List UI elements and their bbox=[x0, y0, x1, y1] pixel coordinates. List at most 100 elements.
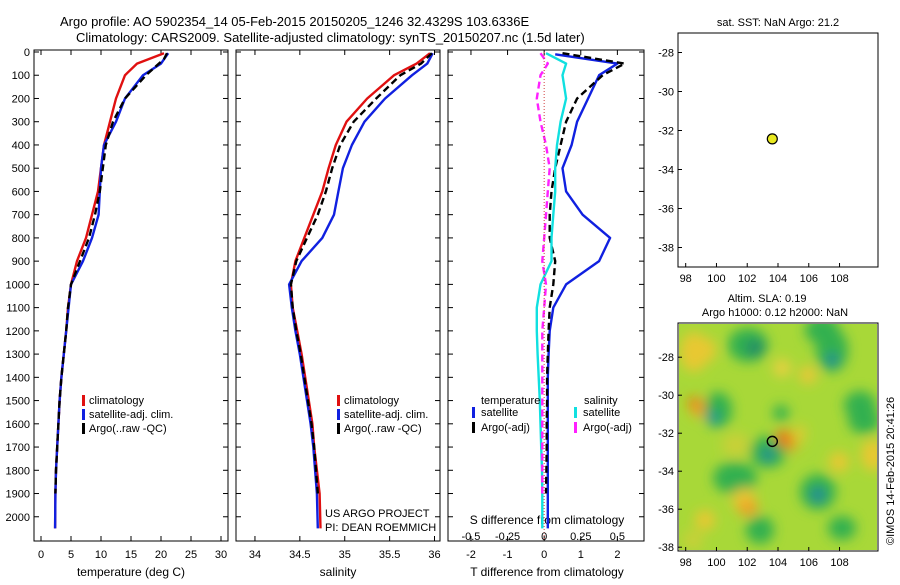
legend-label: satellite bbox=[481, 407, 518, 419]
x-tick-label: 5 bbox=[68, 549, 74, 561]
map-y-tick-label: -30 bbox=[658, 87, 674, 99]
heatmap-blob bbox=[688, 397, 698, 407]
map-x-tick-label: 102 bbox=[738, 273, 756, 285]
map-y-tick-label: -38 bbox=[658, 542, 674, 554]
map-y-tick-label: -32 bbox=[658, 428, 674, 440]
legend-swatch bbox=[337, 409, 340, 420]
heatmap-blob bbox=[683, 530, 703, 550]
legend-label: satellite-adj. clim. bbox=[89, 409, 173, 421]
temperature-panel: temperature (deg C) 0 5 10 15 20 25 3001002003… bbox=[6, 47, 229, 579]
heatmap-blob bbox=[722, 433, 750, 457]
sla-heatmap bbox=[679, 324, 877, 550]
x-tick-label: 0 bbox=[541, 549, 547, 561]
heatmap-blobs bbox=[680, 324, 877, 550]
x-tick-label: 1 bbox=[578, 549, 584, 561]
y-tick-label: 400 bbox=[12, 140, 30, 152]
sst-map-panel: sat. SST: NaN Argo: 21.2 98 100 102 104 106 1… bbox=[658, 17, 879, 285]
x-tick-label: 35.5 bbox=[379, 549, 400, 561]
y-tick-label: 200 bbox=[12, 93, 30, 105]
map-y-tick-label: -36 bbox=[658, 504, 674, 516]
difference-panel: S difference from climatology T differen… bbox=[447, 49, 645, 579]
imos-credit: ©IMOS 14-Feb-2015 20:41:26 bbox=[885, 397, 897, 545]
map-y-tick-label: -28 bbox=[658, 352, 674, 364]
legend-swatch bbox=[574, 407, 577, 418]
project-line2: PI: DEAN ROEMMICH bbox=[325, 522, 436, 534]
title-line1: Argo profile: AO 5902354_14 05-Feb-2015 … bbox=[60, 14, 529, 29]
y-tick-label: 1100 bbox=[6, 303, 30, 315]
map-x-tick-label: 104 bbox=[769, 273, 787, 285]
argo-position-marker bbox=[766, 435, 779, 448]
map-y-tick-label: -28 bbox=[658, 48, 674, 60]
salinity-panel: salinity US ARGO PROJECT PI: DEAN ROEMMI… bbox=[235, 49, 441, 579]
heatmap-blob bbox=[698, 338, 716, 362]
heatmap-blob bbox=[695, 510, 715, 530]
y-tick-label: 1700 bbox=[6, 442, 30, 454]
series-line-argo-adj- bbox=[544, 52, 626, 494]
legend-swatch bbox=[82, 395, 85, 406]
heatmap-blob bbox=[773, 405, 789, 421]
heatmap-blob bbox=[826, 354, 838, 366]
s-tick-label: -0.5 bbox=[461, 531, 480, 543]
map-x-tick-label: 98 bbox=[680, 273, 692, 285]
t-difference-label: T difference from climatology bbox=[470, 565, 624, 579]
legend-label: climatology bbox=[89, 395, 145, 407]
series-line-argo-raw-qc- bbox=[289, 52, 433, 494]
x-tick-label: 25 bbox=[185, 549, 197, 561]
y-tick-label: 1600 bbox=[6, 419, 30, 431]
y-tick-label: 100 bbox=[12, 70, 30, 82]
legend-swatch bbox=[472, 422, 475, 433]
heatmap-blob bbox=[799, 366, 817, 384]
y-tick-label: 1800 bbox=[6, 465, 30, 477]
y-tick-label: 1000 bbox=[6, 279, 30, 291]
map-y-tick-label: -34 bbox=[658, 165, 674, 177]
map-x-tick-label: 100 bbox=[707, 273, 725, 285]
heatmap-blob bbox=[738, 500, 758, 516]
heatmap-blob bbox=[848, 406, 877, 434]
sla-map-title2: Argo h1000: 0.12 h2000: NaN bbox=[702, 307, 848, 319]
y-tick-label: 1500 bbox=[6, 396, 30, 408]
heatmap-blob bbox=[776, 430, 792, 446]
heatmap-blob bbox=[762, 449, 774, 461]
legend-label: climatology bbox=[344, 395, 400, 407]
sla-map-title1: Altim. SLA: 0.19 bbox=[728, 293, 807, 305]
map-x-tick-label: 102 bbox=[738, 557, 756, 569]
map-x-tick-label: 98 bbox=[680, 557, 692, 569]
legend-label: Argo(-adj) bbox=[481, 422, 530, 434]
map-x-tick-label: 108 bbox=[830, 557, 848, 569]
series-line-satellite bbox=[535, 52, 568, 529]
sst-map-frame bbox=[677, 32, 879, 268]
legend-label: Argo(..raw -QC) bbox=[89, 423, 167, 435]
project-line1: US ARGO PROJECT bbox=[325, 508, 430, 520]
s-tick-label: 0 bbox=[541, 531, 547, 543]
legend-label: satellite-adj. clim. bbox=[344, 409, 428, 421]
y-tick-label: 1300 bbox=[6, 349, 30, 361]
salinity-xlabel: salinity bbox=[320, 565, 357, 579]
legend-header-temperature: temperature bbox=[481, 395, 540, 407]
y-tick-label: 300 bbox=[12, 117, 30, 129]
map-x-tick-label: 100 bbox=[707, 557, 725, 569]
x-tick-label: 34 bbox=[249, 549, 261, 561]
legend-swatch bbox=[82, 409, 85, 420]
map-y-tick-label: -32 bbox=[658, 126, 674, 138]
heatmap-blob bbox=[828, 516, 856, 540]
series-line-argo-adj- bbox=[535, 52, 551, 494]
x-tick-label: 0 bbox=[38, 549, 44, 561]
map-y-tick-label: -34 bbox=[658, 466, 674, 478]
heatmap-blob bbox=[816, 328, 848, 372]
x-tick-label: -2 bbox=[466, 549, 476, 561]
y-tick-label: 500 bbox=[12, 163, 30, 175]
y-tick-label: 1400 bbox=[6, 372, 30, 384]
heatmap-blob bbox=[829, 452, 849, 472]
legend-label: Argo(-adj) bbox=[583, 422, 632, 434]
y-tick-label: 0 bbox=[24, 47, 30, 59]
y-tick-label: 1900 bbox=[6, 489, 30, 501]
s-tick-label: 0.5 bbox=[610, 531, 625, 543]
legend-label: Argo(..raw -QC) bbox=[344, 423, 422, 435]
legend-swatch bbox=[337, 423, 340, 434]
heatmap-blob bbox=[773, 359, 791, 377]
map-y-tick-label: -30 bbox=[658, 390, 674, 402]
sla-map-panel: Altim. SLA: 0.19 Argo h1000: 0.12 h2000:… bbox=[658, 293, 879, 569]
y-tick-label: 2000 bbox=[6, 512, 30, 524]
y-tick-label: 800 bbox=[12, 233, 30, 245]
